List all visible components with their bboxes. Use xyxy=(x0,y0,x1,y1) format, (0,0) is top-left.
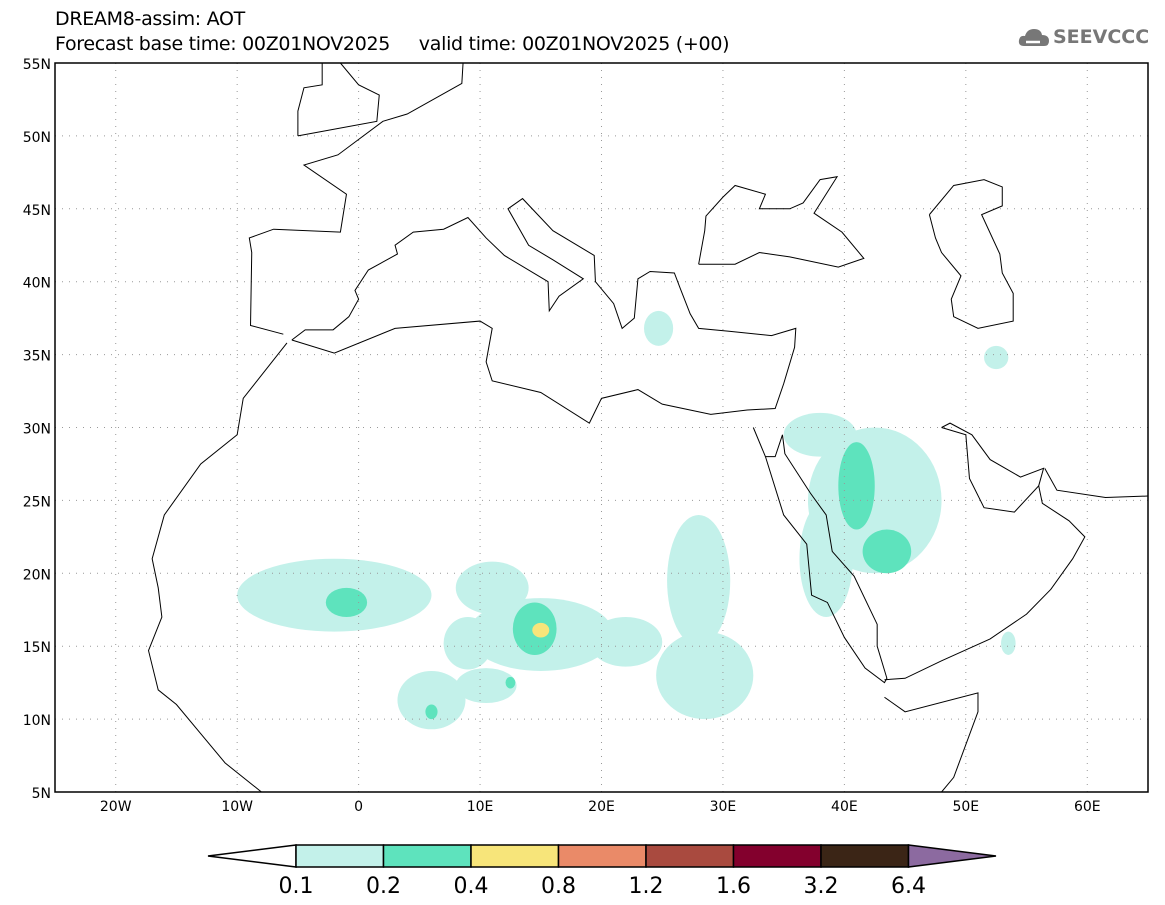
aot-region-level-1 xyxy=(397,670,466,730)
aot-region-level-1 xyxy=(667,514,731,647)
lon-label: 0 xyxy=(354,799,363,815)
aot-region-level-1 xyxy=(984,345,1009,370)
cloud-icon xyxy=(1018,29,1049,46)
colorbar-label: 3.2 xyxy=(804,874,839,899)
coastline-caspian-sea xyxy=(928,179,1014,329)
lon-label: 50E xyxy=(952,799,979,815)
aot-region-level-1 xyxy=(1001,631,1016,655)
lon-label: 60E xyxy=(1074,799,1101,815)
lat-label: 15N xyxy=(23,640,51,656)
colorbar-label: 1.2 xyxy=(629,874,664,899)
colorbar-swatch xyxy=(820,844,910,868)
coastline-great-britain xyxy=(297,63,380,137)
colorbar-swatch xyxy=(470,844,560,868)
lat-label: 25N xyxy=(23,494,51,510)
colorbar-swatch xyxy=(732,844,822,868)
coastline-iran-coast xyxy=(1044,468,1148,498)
coastline-iberia-france-coast xyxy=(248,63,464,335)
colorbar-label: 0.8 xyxy=(541,874,576,899)
lon-label: 40E xyxy=(831,799,858,815)
lat-label: 30N xyxy=(23,422,51,438)
colorbar-over-arrow xyxy=(907,844,997,868)
aot-region-level-2 xyxy=(862,529,912,574)
aot-region-level-1 xyxy=(589,617,663,667)
lat-label: 40N xyxy=(23,276,51,292)
lat-label: 55N xyxy=(23,57,51,73)
coastline-mediterranean xyxy=(291,197,797,424)
lat-label: 45N xyxy=(23,203,51,219)
colorbar-under-arrow xyxy=(207,844,297,868)
aot-region-level-2 xyxy=(325,587,368,618)
map-title: DREAM8-assim: AOT xyxy=(55,8,245,30)
aot-fill-layer xyxy=(237,310,1016,730)
colorbar: 0.1 0.2 0.4 0.8 1.2 1.6 3.2 6.4 xyxy=(207,844,997,899)
time-info: Forecast base time: 00Z01NOV2025 valid t… xyxy=(55,33,730,55)
logo-text: SEEVCCC xyxy=(1053,26,1150,48)
colorbar-swatch xyxy=(645,844,735,868)
aot-region-level-1 xyxy=(656,631,754,720)
lat-label: 10N xyxy=(23,713,51,729)
coastline-layer xyxy=(147,63,1148,792)
lon-label: 20E xyxy=(588,799,615,815)
aot-region-level-1 xyxy=(644,310,674,346)
aot-region-level-2 xyxy=(505,676,516,689)
colorbar-label: 0.1 xyxy=(279,874,314,899)
coastline-africa-west-coast xyxy=(147,342,288,792)
aot-region-level-2 xyxy=(425,704,438,720)
colorbar-swatch xyxy=(382,844,472,868)
aot-region-level-1 xyxy=(799,500,853,618)
lon-label: 10E xyxy=(467,799,494,815)
lat-label: 5N xyxy=(32,786,51,802)
aot-region-level-3 xyxy=(532,622,550,638)
colorbar-swatch xyxy=(295,844,385,868)
colorbar-swatch xyxy=(557,844,647,868)
coastline-persian-gulf xyxy=(941,422,1045,513)
valid-time: valid time: 00Z01NOV2025 (+00) xyxy=(418,33,730,55)
colorbar-label: 0.4 xyxy=(454,874,489,899)
coastline-arabia-south-coast xyxy=(884,485,1086,681)
grid-layer xyxy=(55,62,1148,793)
lat-label: 20N xyxy=(23,567,51,583)
aot-region-level-2 xyxy=(838,442,875,530)
base-time: Forecast base time: 00Z01NOV2025 xyxy=(55,33,391,55)
colorbar-label: 1.6 xyxy=(716,874,751,899)
map-frame xyxy=(54,62,1149,793)
lon-label: 10W xyxy=(221,799,253,815)
coastline-somalia-coast xyxy=(884,692,979,792)
coastline-red-sea xyxy=(752,427,888,684)
lon-label: 30E xyxy=(710,799,737,815)
lon-label: 20W xyxy=(100,799,132,815)
colorbar-label: 0.2 xyxy=(366,874,401,899)
coastline-black-sea xyxy=(698,176,865,268)
axes-layer: 5N 10N 15N 20N 25N 30N 35N 40N 45N 50N 55N 20W 10W 0 1… xyxy=(23,57,1149,815)
lat-label: 35N xyxy=(23,349,51,365)
colorbar-label: 6.4 xyxy=(891,874,926,899)
lat-label: 50N xyxy=(23,130,51,146)
aot-region-level-1 xyxy=(455,668,517,704)
aot-region-level-1 xyxy=(455,561,529,615)
seevccc-logo: SEEVCCC xyxy=(1018,26,1149,48)
